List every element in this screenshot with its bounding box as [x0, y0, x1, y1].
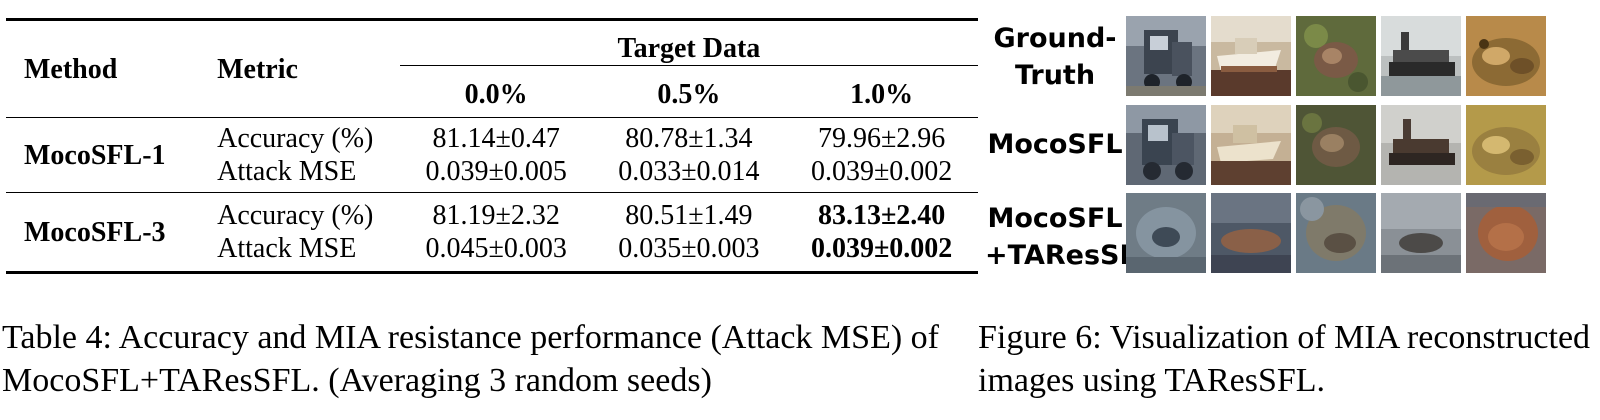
table-cell: 80.78±1.34 — [625, 123, 753, 154]
target-data-label: Target Data — [399, 26, 978, 66]
table-cell: 81.19±2.32 — [432, 200, 560, 231]
image-thumbnail-frog-recon — [1296, 105, 1376, 185]
image-thumbnail-boat — [1211, 16, 1291, 96]
figure-caption: Figure 6: Visualization of MIA reconstru… — [978, 319, 1591, 399]
header-col-0: 0.0% — [464, 78, 528, 110]
table-row: MocoSFL-1 Accuracy (%) Attack MSE 81.14±… — [6, 117, 978, 193]
row-label-line: Ground- — [993, 23, 1117, 54]
results-table: Method Metric Target Data 0.0% 0.5% 1.0%… — [6, 18, 978, 274]
row-label-line: MocoSFL — [987, 129, 1123, 160]
row-label-line: MocoSFL — [987, 203, 1123, 234]
metric-label: Attack MSE — [217, 233, 357, 264]
results-table-container: Method Metric Target Data 0.0% 0.5% 1.0%… — [6, 18, 978, 274]
row-values-col-1: 80.78±1.34 0.033±0.014 — [593, 118, 786, 193]
row-values-col-0: 81.19±2.32 0.045±0.003 — [400, 193, 593, 273]
table-cell: 0.039±0.005 — [425, 156, 567, 187]
header-percent-row: 0.0% 0.5% 1.0% — [6, 71, 978, 118]
image-thumbnail-ship — [1381, 16, 1461, 96]
table-cell-best: 0.039±0.002 — [810, 233, 953, 264]
header-col-1: 0.5% — [657, 78, 721, 110]
table-caption: Table 4: Accuracy and MIA resistance per… — [2, 319, 939, 399]
image-thumbnail-ship-taressfl — [1381, 193, 1461, 273]
image-thumbnail-truck — [1126, 16, 1206, 96]
table-cell: 0.033±0.014 — [618, 156, 760, 187]
row-label-mocosfl-taressfl: MocoSFL +TAResSFL — [985, 200, 1156, 274]
image-thumbnail-frog — [1296, 16, 1376, 96]
row-label-ground-truth: Ground- Truth — [985, 20, 1125, 94]
table-cell: 81.14±0.47 — [432, 123, 560, 154]
table-row: MocoSFL-3 Accuracy (%) Attack MSE 81.19±… — [6, 192, 978, 273]
row-metrics: Accuracy (%) Attack MSE — [217, 193, 400, 273]
row-method: MocoSFL-1 — [24, 139, 166, 171]
metric-label: Accuracy (%) — [217, 123, 374, 154]
row-values-col-0: 81.14±0.47 0.039±0.005 — [400, 118, 593, 193]
row-values-col-2: 83.13±2.40 0.039±0.002 — [785, 193, 978, 273]
image-thumbnail-toad-taressfl — [1466, 193, 1546, 273]
image-thumbnail-toad-recon — [1466, 105, 1546, 185]
header-target-data: Target Data — [399, 20, 978, 72]
header-row: Method Metric Target Data — [6, 19, 978, 85]
image-thumbnail-toad — [1466, 16, 1546, 96]
image-thumbnail-truck-recon — [1126, 105, 1206, 185]
row-label-line: Truth — [1014, 60, 1096, 91]
table-cell: 0.035±0.003 — [618, 233, 760, 264]
row-label-mocosfl: MocoSFL — [985, 126, 1125, 163]
metric-label: Accuracy (%) — [217, 200, 374, 231]
table-cell-best: 83.13±2.40 — [817, 200, 946, 231]
row-metrics: Accuracy (%) Attack MSE — [217, 118, 400, 193]
image-thumbnail-ship-recon — [1381, 105, 1461, 185]
row-values-col-1: 80.51±1.49 0.035±0.003 — [593, 193, 786, 273]
table-cell: 0.039±0.002 — [810, 156, 953, 187]
row-values-col-2: 79.96±2.96 0.039±0.002 — [785, 118, 978, 193]
image-thumbnail-boat-taressfl — [1211, 193, 1291, 273]
image-thumbnail-truck-taressfl — [1126, 193, 1206, 273]
table-cell: 79.96±2.96 — [817, 123, 946, 154]
header-metric: Metric — [217, 53, 298, 85]
header-method: Method — [24, 53, 118, 85]
metric-label: Attack MSE — [217, 156, 357, 187]
table-cell: 80.51±1.49 — [625, 200, 753, 231]
header-col-2: 1.0% — [850, 78, 914, 110]
mia-reconstruction-figure: Ground- Truth MocoSFL MocoSFL +TAResSFL — [985, 14, 1546, 276]
image-thumbnail-frog-taressfl — [1296, 193, 1376, 273]
row-label-line: +TAResSFL — [985, 240, 1156, 271]
table-cell: 0.045±0.003 — [425, 233, 567, 264]
image-thumbnail-boat-recon — [1211, 105, 1291, 185]
row-method: MocoSFL-3 — [24, 216, 166, 248]
